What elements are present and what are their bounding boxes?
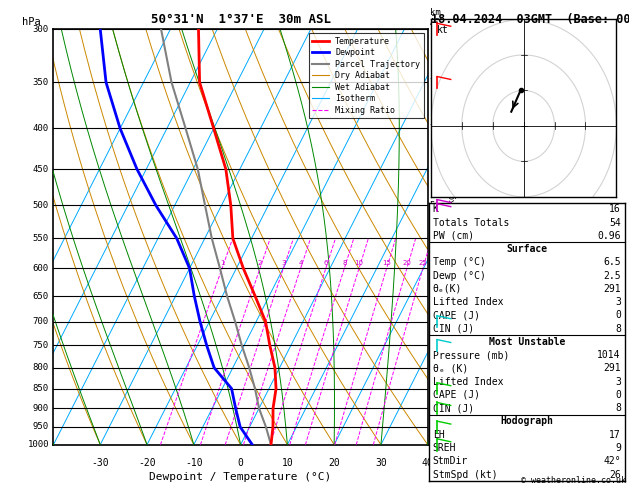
Text: SREH: SREH	[433, 443, 456, 453]
Text: 25: 25	[418, 260, 427, 266]
Text: hPa: hPa	[21, 17, 40, 27]
Text: 300: 300	[33, 25, 49, 34]
Text: 291: 291	[603, 284, 621, 294]
Text: 900: 900	[33, 404, 49, 413]
Text: 10: 10	[355, 260, 364, 266]
Text: 2: 2	[430, 363, 435, 372]
Text: 500: 500	[33, 201, 49, 210]
Text: Totals Totals: Totals Totals	[433, 218, 509, 227]
Text: 2: 2	[258, 260, 262, 266]
Text: 7: 7	[430, 124, 435, 133]
Text: 1000: 1000	[28, 440, 49, 449]
Text: Hodograph: Hodograph	[500, 417, 554, 427]
Text: 6.5: 6.5	[603, 257, 621, 267]
Text: -20: -20	[138, 458, 156, 468]
Text: Surface: Surface	[506, 244, 547, 254]
Text: 5: 5	[430, 201, 435, 210]
Text: 1: 1	[430, 404, 435, 413]
Text: 6: 6	[323, 260, 328, 266]
Text: 42°: 42°	[603, 456, 621, 466]
Text: 50°31'N  1°37'E  30m ASL: 50°31'N 1°37'E 30m ASL	[150, 13, 331, 26]
Text: CAPE (J): CAPE (J)	[433, 311, 480, 320]
Text: 800: 800	[33, 363, 49, 372]
Text: Dewpoint / Temperature (°C): Dewpoint / Temperature (°C)	[150, 472, 331, 482]
Text: Pressure (mb): Pressure (mb)	[433, 350, 509, 360]
Text: 40: 40	[422, 458, 433, 468]
Text: 1014: 1014	[598, 350, 621, 360]
Text: K: K	[433, 204, 438, 214]
Text: 350: 350	[33, 78, 49, 87]
Text: 3: 3	[615, 297, 621, 307]
Text: 54: 54	[609, 218, 621, 227]
Text: 400: 400	[33, 124, 49, 133]
Text: Lifted Index: Lifted Index	[433, 377, 503, 387]
Text: 0: 0	[238, 458, 243, 468]
Text: 1: 1	[220, 260, 225, 266]
Text: θₑ(K): θₑ(K)	[433, 284, 462, 294]
Text: 10: 10	[282, 458, 293, 468]
Text: Mixing Ratio (g/kg): Mixing Ratio (g/kg)	[448, 190, 457, 284]
Text: -10: -10	[185, 458, 203, 468]
Text: 8: 8	[615, 403, 621, 413]
Text: 2.5: 2.5	[603, 271, 621, 280]
Text: θₑ (K): θₑ (K)	[433, 364, 468, 373]
Text: 20: 20	[403, 260, 411, 266]
Text: 600: 600	[33, 264, 49, 273]
Text: 850: 850	[33, 384, 49, 393]
Text: CIN (J): CIN (J)	[433, 324, 474, 334]
Text: 20: 20	[328, 458, 340, 468]
Text: 4: 4	[298, 260, 303, 266]
Text: CIN (J): CIN (J)	[433, 403, 474, 413]
Text: 450: 450	[33, 165, 49, 174]
Text: 4: 4	[430, 264, 435, 273]
Text: CAPE (J): CAPE (J)	[433, 390, 480, 400]
Text: kt: kt	[437, 25, 448, 35]
Text: 26: 26	[609, 469, 621, 480]
Text: StmDir: StmDir	[433, 456, 468, 466]
Text: Most Unstable: Most Unstable	[489, 337, 565, 347]
Text: 17: 17	[609, 430, 621, 440]
Legend: Temperature, Dewpoint, Parcel Trajectory, Dry Adiabat, Wet Adiabat, Isotherm, Mi: Temperature, Dewpoint, Parcel Trajectory…	[309, 34, 423, 118]
Text: 550: 550	[33, 234, 49, 243]
Text: -30: -30	[91, 458, 109, 468]
Text: 700: 700	[33, 317, 49, 326]
Text: 8: 8	[342, 260, 347, 266]
Text: Lifted Index: Lifted Index	[433, 297, 503, 307]
Text: 0.96: 0.96	[598, 231, 621, 241]
Text: 650: 650	[33, 292, 49, 300]
Text: 3: 3	[615, 377, 621, 387]
Text: 8: 8	[615, 324, 621, 334]
Text: © weatheronline.co.uk: © weatheronline.co.uk	[521, 476, 626, 485]
Text: 291: 291	[603, 364, 621, 373]
Text: 3: 3	[430, 317, 435, 326]
Text: PW (cm): PW (cm)	[433, 231, 474, 241]
Text: 0: 0	[615, 390, 621, 400]
Text: Temp (°C): Temp (°C)	[433, 257, 486, 267]
Text: km
ASL: km ASL	[430, 8, 446, 27]
Text: StmSpd (kt): StmSpd (kt)	[433, 469, 498, 480]
Text: 9: 9	[615, 443, 621, 453]
Text: 750: 750	[33, 341, 49, 350]
Text: 30: 30	[375, 458, 387, 468]
Text: 0: 0	[615, 311, 621, 320]
Text: Dewp (°C): Dewp (°C)	[433, 271, 486, 280]
Text: LCL: LCL	[430, 422, 446, 432]
Text: 15: 15	[382, 260, 391, 266]
Text: 16: 16	[609, 204, 621, 214]
Text: 18.04.2024  03GMT  (Base: 00): 18.04.2024 03GMT (Base: 00)	[431, 13, 629, 26]
Text: 950: 950	[33, 422, 49, 432]
Text: 3: 3	[281, 260, 286, 266]
Text: 7: 7	[430, 78, 435, 87]
Text: EH: EH	[433, 430, 445, 440]
